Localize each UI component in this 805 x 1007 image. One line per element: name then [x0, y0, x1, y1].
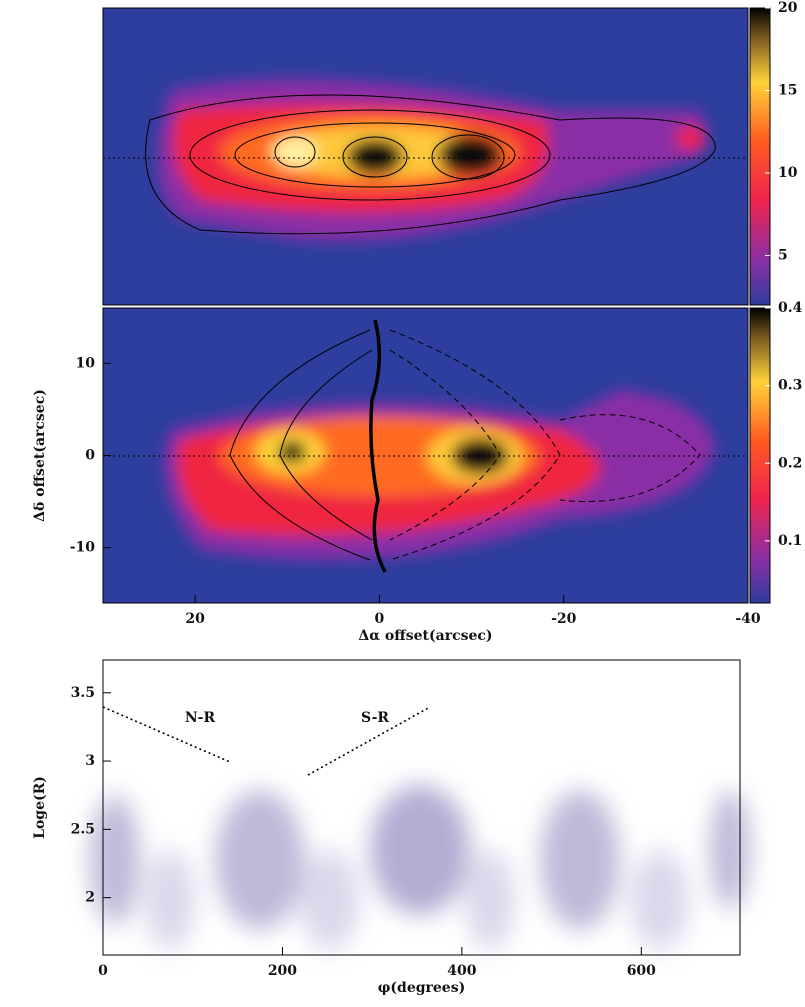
x-tick-label: -20 [551, 611, 577, 627]
colorbar-tick-label: 0.4 [778, 300, 803, 316]
y-tick-label: 3 [85, 753, 95, 769]
colorbar-tick-label: 0.1 [778, 533, 802, 549]
x-tick-label: 0 [98, 963, 108, 979]
colorbar-tick-label: 0.2 [778, 455, 802, 471]
x-tick-label: 20 [185, 611, 205, 627]
annotation-lines [102, 706, 431, 776]
x-tick-label: 400 [447, 963, 476, 979]
x-tick-label: -40 [735, 611, 761, 627]
y-axis-label: Loge(R) [32, 776, 48, 839]
panel-bottom [90, 659, 750, 956]
colorbar-tick-label: 0.3 [778, 378, 802, 394]
y-tick-label: 3.5 [71, 685, 95, 701]
contours [145, 94, 716, 235]
colorbar-tick-label: 15 [778, 83, 797, 99]
colorbar-tick-label: 10 [778, 165, 798, 181]
plot-frame [102, 659, 741, 956]
panel-top [103, 8, 748, 305]
contours [229, 319, 701, 573]
x-tick-label: 0 [375, 611, 385, 627]
y-tick-label: -10 [70, 540, 96, 556]
plot-frame [102, 7, 749, 306]
y-tick-label: 10 [76, 355, 96, 371]
y-tick-label: 2 [85, 890, 95, 906]
colorbar [749, 7, 771, 306]
annotation: N-R [185, 710, 216, 726]
x-tick-label: 600 [627, 963, 656, 979]
colorbar-tick-label: 5 [778, 248, 788, 264]
colorbar [749, 307, 771, 604]
x-axis-label: Δα offset(arcsec) [358, 628, 492, 644]
y-axis-label: Δδ offset(arcsec) [32, 389, 48, 522]
y-tick-label: 2.5 [71, 821, 95, 837]
y-tick-label: 0 [85, 448, 95, 464]
annotation: S-R [361, 710, 389, 726]
x-axis-label: φ(degrees) [378, 980, 465, 996]
panel-middle [103, 308, 748, 603]
x-tick-label: 200 [268, 963, 297, 979]
colorbar-tick-label: 20 [778, 0, 798, 16]
